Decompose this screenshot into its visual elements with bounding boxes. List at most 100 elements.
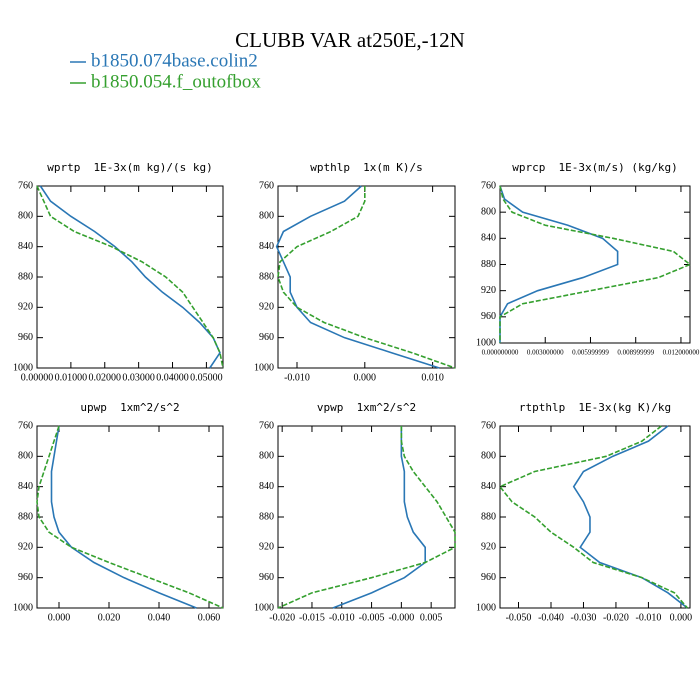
y-tick-label: 880 <box>18 511 33 522</box>
y-tick-label: 920 <box>481 542 496 553</box>
y-tick-label: 760 <box>18 420 33 431</box>
y-tick-label: 920 <box>259 542 274 553</box>
series-line <box>275 185 440 369</box>
x-tick-label: 0.000000000 <box>482 349 519 357</box>
x-tick-label: -0.030 <box>571 612 597 623</box>
series-line <box>499 185 692 343</box>
plot-frame <box>499 185 691 344</box>
x-tick-label: 0.000 <box>354 372 377 383</box>
panel-title: wpthlp 1x(m K)/s <box>310 161 423 174</box>
y-tick-label: 960 <box>18 572 33 583</box>
series-line <box>36 185 224 369</box>
x-tick-label: 0.05000 <box>190 372 223 383</box>
series-line <box>498 425 689 609</box>
x-tick-label: 0.060 <box>198 612 221 623</box>
x-tick-label: -0.050 <box>506 612 532 623</box>
y-tick-label: 760 <box>481 420 496 431</box>
y-tick-label: 760 <box>259 180 274 191</box>
series-line <box>277 426 456 609</box>
panel-title: wprtp 1E-3x(m kg)/(s kg) <box>47 161 213 174</box>
y-tick-label: 960 <box>259 572 274 583</box>
x-tick-label: -0.010 <box>636 612 662 623</box>
y-tick-label: 920 <box>481 285 496 296</box>
series-line <box>572 425 688 609</box>
y-tick-label: 1000 <box>476 602 496 613</box>
x-tick-label: -0.020 <box>603 612 629 623</box>
y-tick-label: 840 <box>18 481 33 492</box>
y-tick-label: 880 <box>259 271 274 282</box>
plot-frame <box>277 185 456 369</box>
x-tick-label: 0.01000 <box>55 372 88 383</box>
y-tick-label: 920 <box>259 302 274 313</box>
figure-title: CLUBB VAR at250E,-12N <box>235 28 465 52</box>
x-tick-label: 0.005 <box>420 612 443 623</box>
panel-title: vpwp 1xm^2/s^2 <box>317 401 416 414</box>
y-tick-label: 1000 <box>254 602 274 613</box>
y-tick-label: 800 <box>18 451 33 462</box>
series-line <box>36 425 224 609</box>
y-tick-label: 840 <box>481 233 496 244</box>
x-tick-label: 0.020 <box>98 612 121 623</box>
panel-title: upwp 1xm^2/s^2 <box>80 401 179 414</box>
x-tick-label: -0.020 <box>269 612 295 623</box>
y-tick-label: 920 <box>18 542 33 553</box>
y-tick-label: 840 <box>18 241 33 252</box>
y-tick-label: 880 <box>481 511 496 522</box>
y-tick-label: 1000 <box>13 362 33 373</box>
y-tick-label: 840 <box>481 481 496 492</box>
y-tick-label: 960 <box>259 332 274 343</box>
x-tick-label: 0.010 <box>421 372 444 383</box>
y-tick-label: 960 <box>481 572 496 583</box>
y-tick-label: 800 <box>481 451 496 462</box>
x-tick-label: 0.02000 <box>89 372 122 383</box>
y-tick-label: 760 <box>18 180 33 191</box>
y-tick-label: 960 <box>481 311 496 322</box>
y-tick-label: 840 <box>259 481 274 492</box>
y-tick-label: 960 <box>18 332 33 343</box>
y-tick-label: 840 <box>259 241 274 252</box>
y-tick-label: 880 <box>18 271 33 282</box>
x-tick-label: 0.003000000 <box>527 349 564 357</box>
y-tick-label: 1000 <box>254 362 274 373</box>
y-tick-label: 800 <box>481 206 496 217</box>
legend-label: b1850.054.f_outofbox <box>91 71 261 92</box>
x-tick-label: 0.040 <box>148 612 171 623</box>
y-tick-label: 760 <box>259 420 274 431</box>
y-tick-label: 800 <box>18 211 33 222</box>
series-line <box>277 186 456 369</box>
x-tick-label: 0.008999999 <box>617 349 654 357</box>
y-tick-label: 880 <box>259 511 274 522</box>
series-line <box>499 185 619 343</box>
x-tick-label: -0.000 <box>388 612 414 623</box>
panel-title: rtpthlp 1E-3x(kg K)/kg <box>519 401 671 414</box>
x-tick-label: 0.000 <box>48 612 71 623</box>
x-tick-label: 0.03000 <box>122 372 155 383</box>
y-tick-label: 800 <box>259 451 274 462</box>
y-tick-label: 880 <box>481 259 496 270</box>
x-tick-label: -0.005 <box>359 612 385 623</box>
x-tick-label: -0.040 <box>538 612 564 623</box>
legend-label: b1850.074base.colin2 <box>91 50 258 71</box>
series-line <box>332 426 426 609</box>
panel-title: wprcp 1E-3x(m/s) (kg/kg) <box>512 161 678 174</box>
y-tick-label: 1000 <box>476 337 496 348</box>
x-tick-label: -0.010 <box>329 612 355 623</box>
y-tick-label: 920 <box>18 302 33 313</box>
x-tick-label: 0.012000000 <box>663 349 700 357</box>
plot-frame <box>499 425 691 609</box>
y-tick-label: 760 <box>481 180 496 191</box>
series-line <box>39 185 221 369</box>
x-tick-label: -0.015 <box>299 612 325 623</box>
x-tick-label: 0.04000 <box>156 372 189 383</box>
plot-frame <box>36 185 224 369</box>
series-line <box>50 425 197 609</box>
x-tick-label: -0.010 <box>284 372 310 383</box>
y-tick-label: 800 <box>259 211 274 222</box>
x-tick-label: 0.005999999 <box>572 349 609 357</box>
x-tick-label: 0.000 <box>670 612 693 623</box>
plot-frame <box>277 425 456 609</box>
x-tick-label: 0.00000 <box>21 372 54 383</box>
y-tick-label: 1000 <box>13 602 33 613</box>
